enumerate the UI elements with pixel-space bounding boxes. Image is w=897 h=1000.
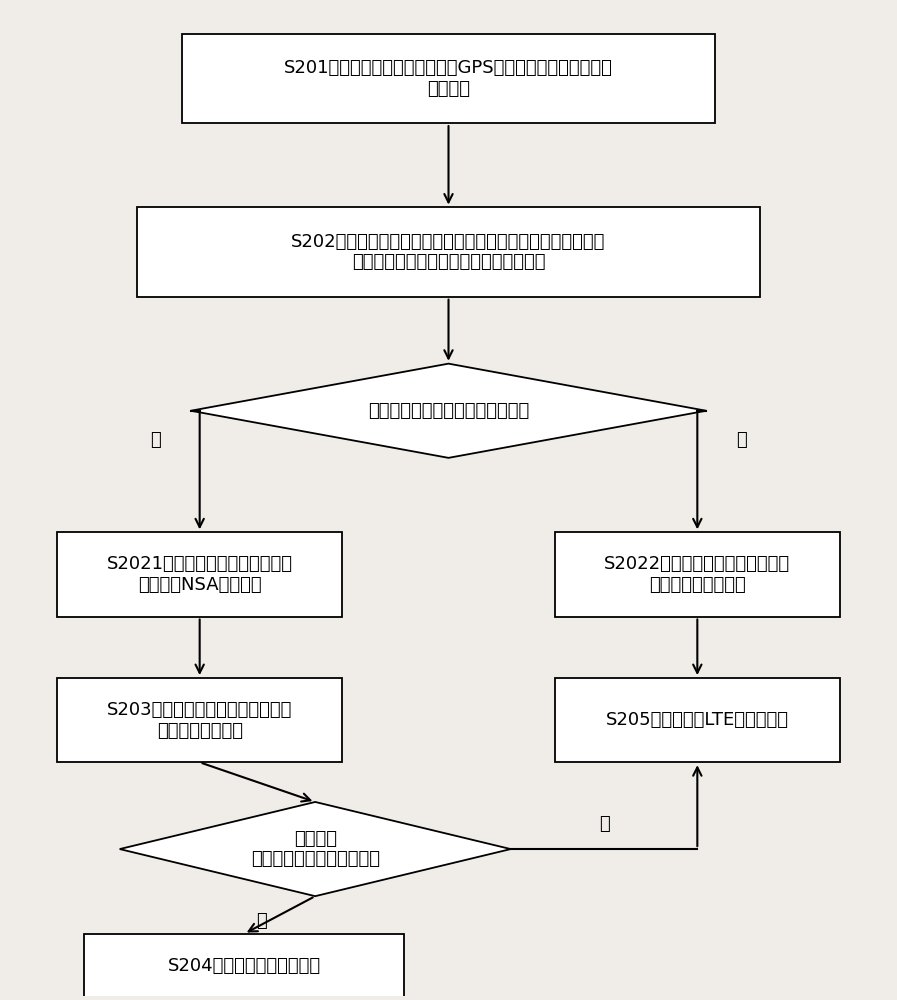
Text: 否: 否 [598, 815, 609, 833]
Text: 判断其距离差值是否小于预定阈值: 判断其距离差值是否小于预定阈值 [368, 402, 529, 420]
FancyBboxPatch shape [84, 934, 404, 998]
Text: 判断是否
能够搜索到对应的锚点小区: 判断是否 能够搜索到对应的锚点小区 [250, 830, 379, 868]
Text: S202、移动终端将当前的位置信息，通过和历史锚点小区列表
中各个锚点小区对应的位置信息进行比较: S202、移动终端将当前的位置信息，通过和历史锚点小区列表 中各个锚点小区对应的… [292, 233, 605, 271]
Text: S2022、表明移动终端所处环境中
可能不存在锚点小区: S2022、表明移动终端所处环境中 可能不存在锚点小区 [605, 555, 790, 594]
Text: S203、移动终端在该锚点小区的频
点上进行小区搜索: S203、移动终端在该锚点小区的频 点上进行小区搜索 [107, 701, 292, 740]
Text: 是: 是 [257, 912, 267, 930]
Text: S2021、表明移动终端所处环境中
可能存在NSA锚点小区: S2021、表明移动终端所处环境中 可能存在NSA锚点小区 [107, 555, 292, 594]
Text: 否: 否 [736, 432, 747, 450]
FancyBboxPatch shape [57, 678, 342, 762]
Text: S201、移动终端在开机后利用其GPS功能获取移动终端的当前
位置信息: S201、移动终端在开机后利用其GPS功能获取移动终端的当前 位置信息 [284, 59, 613, 98]
FancyBboxPatch shape [137, 207, 760, 297]
Polygon shape [191, 364, 706, 458]
FancyBboxPatch shape [57, 532, 342, 617]
FancyBboxPatch shape [182, 34, 715, 123]
Text: S205、正常驻留LTE非锚点小区: S205、正常驻留LTE非锚点小区 [605, 711, 788, 729]
Text: 是: 是 [150, 432, 161, 450]
Text: S204、发起在该小区上驻留: S204、发起在该小区上驻留 [168, 957, 320, 975]
FancyBboxPatch shape [555, 678, 840, 762]
FancyBboxPatch shape [555, 532, 840, 617]
Polygon shape [119, 802, 510, 896]
